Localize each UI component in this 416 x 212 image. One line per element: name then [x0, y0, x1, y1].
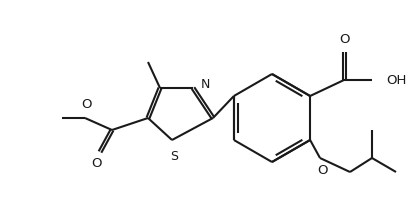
- Text: OH: OH: [386, 74, 406, 86]
- Text: O: O: [91, 157, 101, 170]
- Text: O: O: [339, 33, 349, 46]
- Text: N: N: [201, 78, 210, 91]
- Text: S: S: [170, 150, 178, 163]
- Text: O: O: [81, 98, 91, 111]
- Text: O: O: [317, 164, 327, 177]
